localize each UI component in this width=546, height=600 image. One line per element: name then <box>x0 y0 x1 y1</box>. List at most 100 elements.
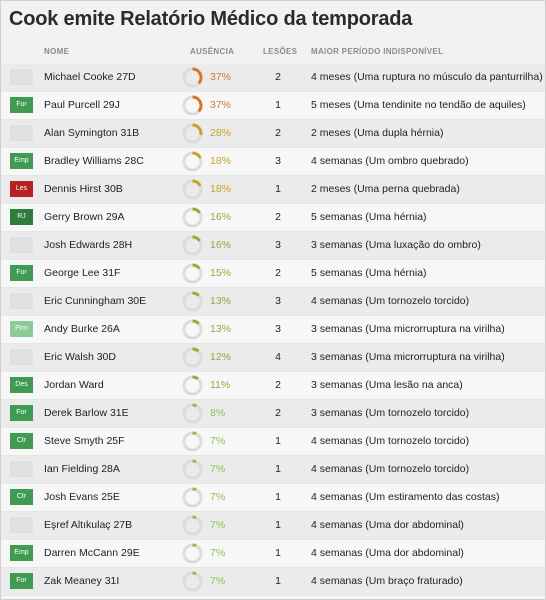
absence-percent: 28% <box>210 127 232 139</box>
longest-period: 3 semanas (Uma microrruptura) <box>311 596 460 599</box>
absence-donut <box>182 347 203 368</box>
donut-track <box>182 431 203 452</box>
table-row[interactable]: Eric Cunningham 30E 13% 3 4 semanas (Um tor… <box>1 288 545 316</box>
donut-arc <box>192 515 197 520</box>
donut-track <box>182 487 203 508</box>
status-badge-slot: For <box>10 405 33 421</box>
table-row[interactable]: Eric Walsh 30D 12% 4 3 semanas (Uma microrr… <box>1 344 545 372</box>
player-name-link[interactable]: Paul Purcell 29J <box>44 99 120 111</box>
table-row[interactable]: Emp Bradley Williams 28C 18% 3 4 semanas (Um… <box>1 148 545 176</box>
status-badge-slot <box>10 69 33 85</box>
player-name-link[interactable]: Zak Meaney 31I <box>44 575 120 587</box>
player-name-link[interactable]: Gregg Newby 29F <box>44 596 129 599</box>
status-badge-slot <box>10 293 33 309</box>
donut-arc <box>192 179 202 187</box>
injury-count: 1 <box>275 519 281 531</box>
status-badge: For <box>10 405 33 421</box>
player-name-link[interactable]: Jordan Ward <box>44 379 104 391</box>
injury-count: 3 <box>275 295 281 307</box>
column-header-longest-period[interactable]: MAIOR PERÍODO INDISPONÍVEL <box>311 47 444 56</box>
table-row[interactable]: Josh Edwards 28H 16% 3 3 semanas (Uma luxaç… <box>1 232 545 260</box>
donut-arc <box>192 543 197 548</box>
injury-count: 3 <box>275 323 281 335</box>
donut-track <box>182 375 203 396</box>
donut-arc <box>192 431 197 436</box>
absence-donut <box>182 151 203 172</box>
injury-count: 3 <box>275 239 281 251</box>
longest-period: 4 semanas (Um tornozelo torcido) <box>311 295 470 307</box>
table-header: NOME AUSÊNCIA LESÕES MAIOR PERÍODO INDIS… <box>1 47 545 61</box>
status-badge-slot: Ctr <box>10 433 33 449</box>
table-row[interactable]: For Paul Purcell 29J 37% 1 5 meses (Uma tend… <box>1 92 545 120</box>
player-name-link[interactable]: Bradley Williams 28C <box>44 155 144 167</box>
table-row[interactable]: Emp Darren McCann 29E 7% 1 4 semanas (Uma do… <box>1 540 545 568</box>
player-name-link[interactable]: George Lee 31F <box>44 267 121 279</box>
absence-donut <box>182 571 203 592</box>
player-name-link[interactable]: Alan Symington 31B <box>44 127 140 139</box>
longest-period: 2 meses (Uma dupla hérnia) <box>311 127 444 139</box>
longest-period: 4 semanas (Um braço fraturado) <box>311 575 463 587</box>
donut-arc <box>192 151 202 159</box>
absence-percent: 37% <box>210 71 232 83</box>
table-row[interactable]: Prm Andy Burke 26A 13% 3 3 semanas (Uma micr… <box>1 316 545 344</box>
status-badge: Prm <box>10 321 33 337</box>
status-badge: Les <box>10 181 33 197</box>
donut-track <box>182 459 203 480</box>
absence-donut <box>182 319 203 340</box>
player-name-link[interactable]: Derek Barlow 31E <box>44 407 129 419</box>
table-row[interactable]: For Zak Meaney 31I 7% 1 4 semanas (Um braço … <box>1 568 545 596</box>
player-name-link[interactable]: Andy Burke 26A <box>44 323 120 335</box>
table-row[interactable]: Ian Fielding 28A 7% 1 4 semanas (Um tornoze… <box>1 456 545 484</box>
player-name-link[interactable]: Eric Cunningham 30E <box>44 295 147 307</box>
absence-donut <box>182 487 203 508</box>
donut-arc <box>192 319 200 325</box>
longest-period: 3 semanas (Uma microrruptura na virilha) <box>311 351 505 363</box>
injury-count: 1 <box>275 491 281 503</box>
player-name-link[interactable]: Josh Evans 25E <box>44 491 120 503</box>
longest-period: 4 semanas (Um tornozelo torcido) <box>311 463 470 475</box>
longest-period: 4 semanas (Uma dor abdominal) <box>311 547 464 559</box>
absence-percent: 7% <box>210 463 226 475</box>
player-name-link[interactable]: Josh Edwards 28H <box>44 239 133 251</box>
table-row[interactable]: Michael Cooke 27D 37% 2 4 meses (Uma ruptur… <box>1 64 545 92</box>
table-row[interactable]: Alan Symington 31B 28% 2 2 meses (Uma dupla… <box>1 120 545 148</box>
injury-count: 1 <box>275 183 281 195</box>
column-header-name[interactable]: NOME <box>44 47 70 56</box>
player-name-link[interactable]: Eric Walsh 30D <box>44 351 116 363</box>
table-row[interactable]: Eşref Altıkulaç 27B 7% 1 4 semanas (Uma dor… <box>1 512 545 540</box>
player-name-link[interactable]: Gerry Brown 29A <box>44 211 125 223</box>
absence-donut <box>182 515 203 536</box>
status-badge-slot: Ctr <box>10 489 33 505</box>
absence-percent: 18% <box>210 183 232 195</box>
status-badge: For <box>10 573 33 589</box>
page-title: Cook emite Relatório Médico da temporada <box>9 8 413 30</box>
status-badge-slot <box>10 461 33 477</box>
status-badge: Emp <box>10 153 33 169</box>
injury-count: 1 <box>275 99 281 111</box>
table-row[interactable]: Ctr Steve Smyth 25F 7% 1 4 semanas (Um torno… <box>1 428 545 456</box>
table-row[interactable]: RJ Gerry Brown 29A 16% 2 5 semanas (Uma hérn… <box>1 204 545 232</box>
table-row[interactable]: Les Dennis Hirst 30B 18% 1 2 meses (Uma pern… <box>1 176 545 204</box>
table-row[interactable]: For George Lee 31F 15% 2 5 semanas (Uma hérn… <box>1 260 545 288</box>
table-row[interactable]: For Derek Barlow 31E 8% 2 3 semanas (Um torn… <box>1 400 545 428</box>
player-name-link[interactable]: Dennis Hirst 30B <box>44 183 123 195</box>
longest-period: 4 meses (Uma ruptura no músculo da pantu… <box>311 71 543 83</box>
table-row[interactable]: Ctr Josh Evans 25E 7% 1 4 semanas (Um estira… <box>1 484 545 512</box>
column-header-injuries[interactable]: LESÕES <box>263 47 298 56</box>
donut-arc <box>192 123 203 136</box>
injury-table: Michael Cooke 27D 37% 2 4 meses (Uma ruptur… <box>1 64 545 599</box>
player-name-link[interactable]: Darren McCann 29E <box>44 547 140 559</box>
column-header-absence[interactable]: AUSÊNCIA <box>190 47 235 56</box>
absence-percent: 37% <box>210 99 232 111</box>
table-row[interactable]: ForGregg Newby 29F6%13 semanas (Uma micr… <box>1 596 545 599</box>
status-badge-slot <box>10 349 33 365</box>
player-name-link[interactable]: Eşref Altıkulaç 27B <box>44 519 133 531</box>
status-badge: Emp <box>10 545 33 561</box>
player-name-link[interactable]: Ian Fielding 28A <box>44 463 120 475</box>
player-name-link[interactable]: Michael Cooke 27D <box>44 71 136 83</box>
table-row[interactable]: Des Jordan Ward 11% 2 3 semanas (Uma lesão n… <box>1 372 545 400</box>
donut-arc <box>192 235 201 242</box>
status-badge-slot: Des <box>10 377 33 393</box>
player-name-link[interactable]: Steve Smyth 25F <box>44 435 125 447</box>
